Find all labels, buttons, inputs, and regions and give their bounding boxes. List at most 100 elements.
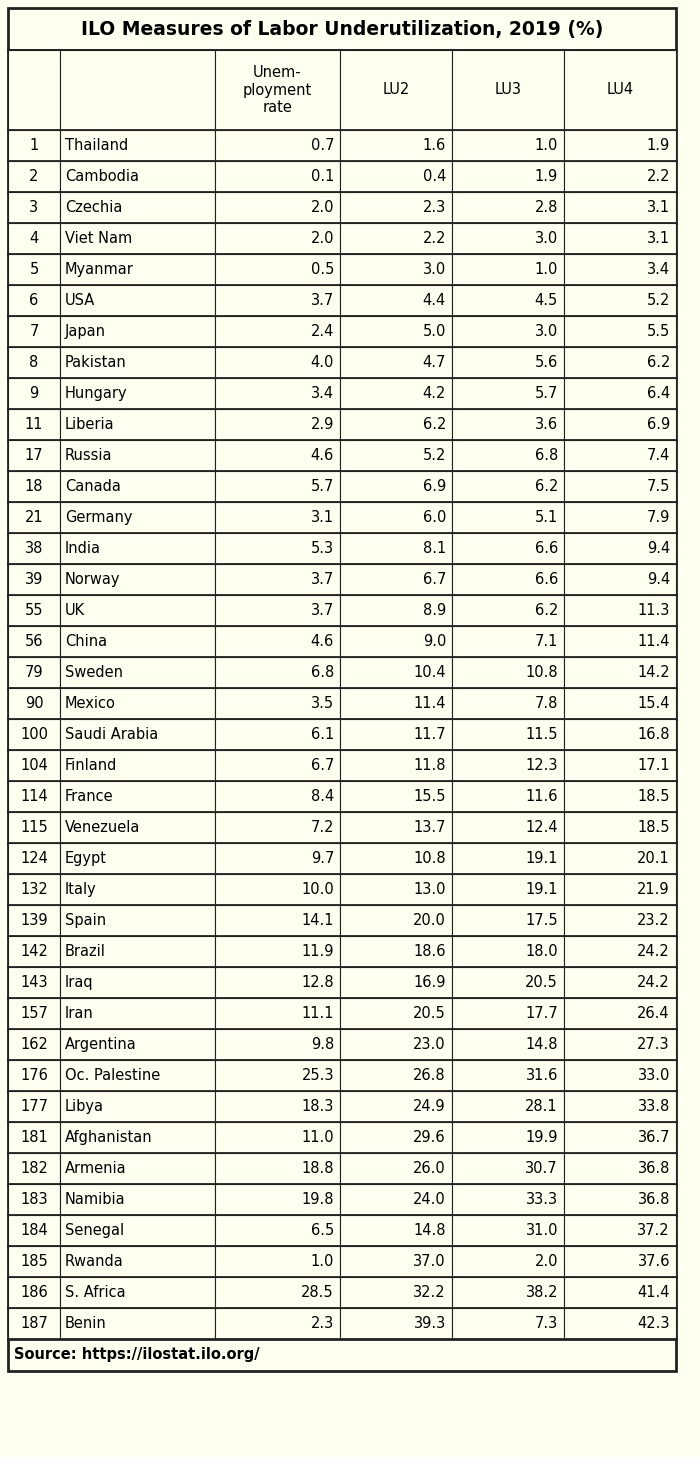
Text: 187: 187 [20,1316,48,1332]
Bar [8,1215,60,1246]
Bar [340,471,452,503]
Text: 24.0: 24.0 [413,1192,446,1206]
Bar [8,286,60,316]
Bar [60,594,215,627]
Bar [564,750,676,781]
Bar [8,192,676,223]
Bar [215,688,340,718]
Bar [215,503,340,533]
Text: 104: 104 [20,758,48,774]
Text: LU4: LU4 [606,83,634,98]
Text: Viet Nam: Viet Nam [65,232,132,246]
Text: 17.1: 17.1 [638,758,670,774]
Text: 13.7: 13.7 [414,820,446,835]
Bar [60,440,215,471]
Bar [8,162,676,192]
Bar [8,967,60,998]
Bar [340,627,452,657]
Bar [215,471,340,503]
Text: 38: 38 [25,541,43,557]
Text: 2.8: 2.8 [535,200,558,216]
Bar [60,50,215,130]
Bar [452,564,564,594]
Text: 5.6: 5.6 [535,356,558,370]
Bar [60,1122,215,1152]
Text: 10.0: 10.0 [301,881,334,898]
Text: 38.2: 38.2 [526,1285,558,1300]
Text: 32.2: 32.2 [414,1285,446,1300]
Bar [8,440,676,471]
Text: LU2: LU2 [382,83,410,98]
Bar [215,812,340,844]
Text: 10.4: 10.4 [414,664,446,680]
Bar [340,564,452,594]
Bar [8,377,60,409]
Bar [60,750,215,781]
Bar [60,1029,215,1061]
Bar [340,874,452,905]
Bar [8,316,676,347]
Bar [340,688,452,718]
Text: Finland: Finland [65,758,118,774]
Bar [8,1061,676,1091]
Bar [60,1061,215,1091]
Text: 11.7: 11.7 [414,727,446,742]
Text: 20.1: 20.1 [637,851,670,865]
Bar [215,1061,340,1091]
Bar [564,1246,676,1276]
Text: 6.6: 6.6 [535,573,558,587]
Bar [60,1091,215,1122]
Bar [60,688,215,718]
Bar [564,409,676,440]
Bar [564,1122,676,1152]
Bar [8,998,60,1029]
Bar [8,471,676,503]
Bar [452,998,564,1029]
Bar [8,409,60,440]
Text: 14.2: 14.2 [638,664,670,680]
Bar [452,967,564,998]
Text: 25.3: 25.3 [302,1068,334,1083]
Text: 42.3: 42.3 [638,1316,670,1332]
Bar [215,1152,340,1185]
Text: 11.5: 11.5 [526,727,558,742]
Bar [60,967,215,998]
Bar [8,1246,676,1276]
Bar [8,377,676,409]
Bar [8,812,676,844]
Bar [452,471,564,503]
Text: 3.4: 3.4 [647,262,670,277]
Bar [8,1246,60,1276]
Bar [564,440,676,471]
Text: 4.7: 4.7 [423,356,446,370]
Bar [452,377,564,409]
Bar [215,657,340,688]
Text: 4.6: 4.6 [311,634,334,648]
Bar [8,192,60,223]
Bar [564,50,676,130]
Text: 26.0: 26.0 [413,1161,446,1176]
Bar [340,347,452,377]
Bar [8,50,676,130]
Bar [8,844,676,874]
Text: 6.4: 6.4 [647,386,670,401]
Bar [340,905,452,935]
Bar [8,254,60,286]
Bar [452,1308,564,1339]
Bar [340,409,452,440]
Bar [60,781,215,812]
Bar [60,935,215,967]
Text: 15.5: 15.5 [414,790,446,804]
Text: 1.9: 1.9 [647,138,670,153]
Bar [215,377,340,409]
Text: Mexico: Mexico [65,696,116,711]
Bar [60,657,215,688]
Text: 3.5: 3.5 [311,696,334,711]
Bar [60,1152,215,1185]
Bar [8,718,60,750]
Text: 27.3: 27.3 [638,1037,670,1052]
Bar [8,935,676,967]
Text: 28.1: 28.1 [526,1099,558,1115]
Text: 5: 5 [29,262,38,277]
Text: 1.0: 1.0 [311,1254,334,1269]
